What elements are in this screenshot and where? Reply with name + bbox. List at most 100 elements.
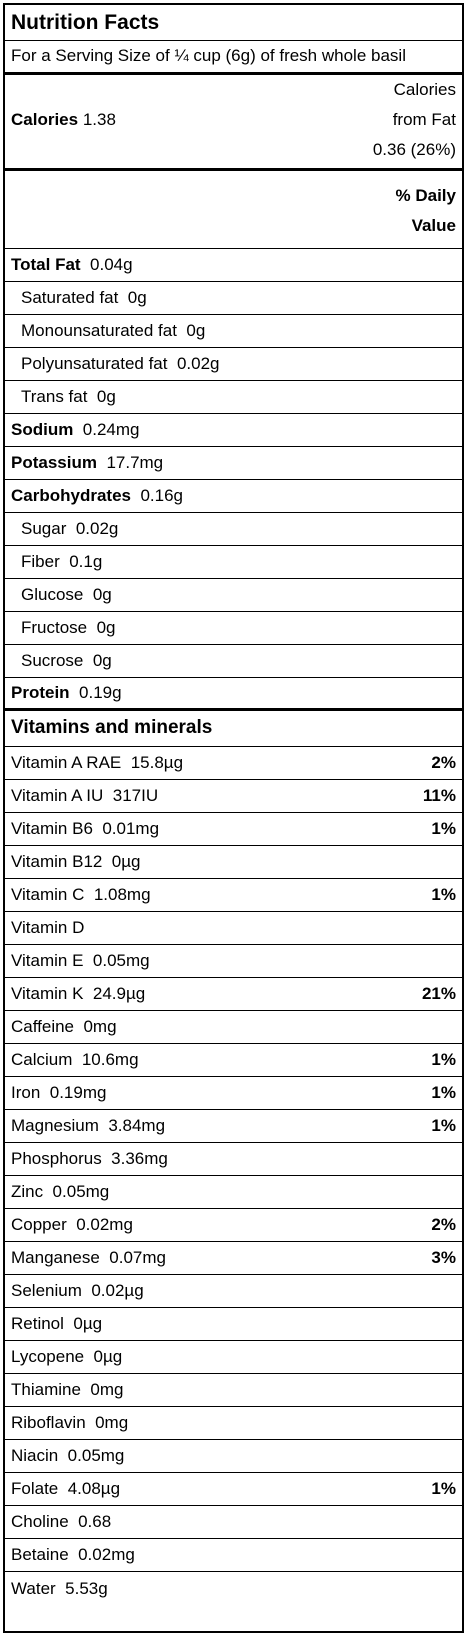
nutrient-row: Trans fat 0g bbox=[5, 381, 462, 414]
vitamin-label: Manganese 0.07mg bbox=[11, 1248, 166, 1267]
daily-value-header: % Daily Value bbox=[5, 171, 462, 249]
nutrient-label: Monounsaturated fat 0g bbox=[21, 321, 205, 341]
vitamin-daily-value: 11% bbox=[422, 786, 456, 805]
macros-list: Total Fat 0.04g Saturated fat 0g Monounsat… bbox=[5, 249, 462, 711]
nutrient-row: Polyunsaturated fat 0.02g bbox=[5, 348, 462, 381]
nutrient-amount: 0.1g bbox=[69, 552, 103, 571]
nutrient-amount: 0g bbox=[92, 651, 112, 670]
vitamin-row: Calcium 10.6mg 1% bbox=[5, 1044, 462, 1077]
calories-from-fat: Calories from Fat 0.36 (26%) bbox=[373, 75, 456, 165]
nutrient-label: Protein 0.19g bbox=[11, 683, 122, 703]
nutrient-name: Polyunsaturated fat bbox=[21, 354, 168, 373]
vitamin-row: Iron 0.19mg 1% bbox=[5, 1077, 462, 1110]
calories-section: Calories 1.38 Calories from Fat 0.36 (26… bbox=[5, 75, 462, 171]
vitamin-daily-value: 1% bbox=[431, 819, 456, 838]
vitamin-label: Betaine 0.02mg bbox=[11, 1545, 135, 1564]
calories-from-fat-line1: Calories bbox=[393, 80, 456, 99]
nutrient-amount: 17.7mg bbox=[106, 453, 164, 472]
vitamin-daily-value: 1% bbox=[431, 885, 456, 904]
nutrient-name: Trans fat bbox=[21, 387, 88, 406]
nutrient-name: Sodium bbox=[11, 420, 74, 439]
vitamin-label: Calcium 10.6mg bbox=[11, 1050, 139, 1069]
vitamin-label: Iron 0.19mg bbox=[11, 1083, 107, 1102]
nutrient-name: Sucrose bbox=[21, 651, 84, 670]
vitamin-row: Vitamin B6 0.01mg 1% bbox=[5, 813, 462, 846]
vitamin-label: Vitamin K 24.9µg bbox=[11, 984, 146, 1003]
vitamin-row: Magnesium 3.84mg 1% bbox=[5, 1110, 462, 1143]
vitamin-daily-value: 1% bbox=[431, 1116, 456, 1135]
vitamin-label: Vitamin D bbox=[11, 918, 85, 937]
vitamin-label: Selenium 0.02µg bbox=[11, 1281, 144, 1300]
vitamin-label: Riboflavin 0mg bbox=[11, 1413, 129, 1432]
vitamin-label: Vitamin A IU 317IU bbox=[11, 786, 159, 805]
vitamin-label: Folate 4.08µg bbox=[11, 1479, 121, 1498]
vitamin-label: Vitamin C 1.08mg bbox=[11, 885, 151, 904]
nutrient-row: Saturated fat 0g bbox=[5, 282, 462, 315]
serving-size: For a Serving Size of ¼ cup (6g) of fres… bbox=[5, 41, 462, 75]
nutrient-label: Sugar 0.02g bbox=[21, 519, 118, 539]
nutrient-row: Carbohydrates 0.16g bbox=[5, 480, 462, 513]
vitamin-label: Lycopene 0µg bbox=[11, 1347, 123, 1366]
nutrient-amount: 0.02g bbox=[75, 519, 119, 538]
nutrient-row: Protein 0.19g bbox=[5, 678, 462, 711]
vitamin-row: Vitamin B12 0µg bbox=[5, 846, 462, 879]
vitamin-label: Thiamine 0mg bbox=[11, 1380, 124, 1399]
nutrient-name: Fructose bbox=[21, 618, 88, 637]
nutrient-amount: 0g bbox=[127, 288, 147, 307]
vitamin-label: Zinc 0.05mg bbox=[11, 1182, 110, 1201]
vitamin-label: Niacin 0.05mg bbox=[11, 1446, 125, 1465]
nutrient-label: Total Fat 0.04g bbox=[11, 255, 133, 275]
vitamin-row: Riboflavin 0mg bbox=[5, 1407, 462, 1440]
nutrient-row: Sucrose 0g bbox=[5, 645, 462, 678]
vitamin-row: Retinol 0µg bbox=[5, 1308, 462, 1341]
daily-value-header-line1: % Daily bbox=[395, 186, 456, 205]
nutrient-row: Sugar 0.02g bbox=[5, 513, 462, 546]
vitamin-label: Vitamin A RAE 15.8µg bbox=[11, 753, 184, 772]
nutrient-amount: 0.19g bbox=[79, 683, 122, 702]
vitamin-row: Manganese 0.07mg 3% bbox=[5, 1242, 462, 1275]
vitamin-daily-value: 1% bbox=[431, 1479, 456, 1498]
nutrient-row: Fiber 0.1g bbox=[5, 546, 462, 579]
vitamin-label: Vitamin E 0.05mg bbox=[11, 951, 150, 970]
daily-value-header-line2: Value bbox=[411, 216, 456, 235]
vitamin-row: Choline 0.68 bbox=[5, 1506, 462, 1539]
vitamin-row: Zinc 0.05mg bbox=[5, 1176, 462, 1209]
vitamin-row: Vitamin C 1.08mg 1% bbox=[5, 879, 462, 912]
vitamin-label: Caffeine 0mg bbox=[11, 1017, 117, 1036]
nutrient-label: Carbohydrates 0.16g bbox=[11, 486, 183, 506]
vitamin-row: Folate 4.08µg 1% bbox=[5, 1473, 462, 1506]
vitamin-row: Vitamin D bbox=[5, 912, 462, 945]
nutrient-label: Sodium 0.24mg bbox=[11, 420, 140, 440]
vitamin-row: Vitamin K 24.9µg 21% bbox=[5, 978, 462, 1011]
calories-total: Calories 1.38 bbox=[11, 75, 116, 165]
nutrient-label: Potassium 17.7mg bbox=[11, 453, 163, 473]
vitamin-label: Water 5.53g bbox=[11, 1578, 108, 1598]
vitamin-row: Vitamin A IU 317IU 11% bbox=[5, 780, 462, 813]
calories-from-fat-line2: from Fat bbox=[392, 110, 456, 129]
vitamin-row: Niacin 0.05mg bbox=[5, 1440, 462, 1473]
vitamin-label: Vitamin B6 0.01mg bbox=[11, 819, 160, 838]
nutrient-label: Fructose 0g bbox=[21, 618, 116, 638]
vitamin-row: Phosphorus 3.36mg bbox=[5, 1143, 462, 1176]
vitamins-list: Vitamin A RAE 15.8µg 2% Vitamin A IU 317IU… bbox=[5, 747, 462, 1605]
nutrient-name: Saturated fat bbox=[21, 288, 119, 307]
calories-label: Calories bbox=[11, 110, 79, 129]
vitamin-label: Magnesium 3.84mg bbox=[11, 1116, 166, 1135]
nutrient-name: Total Fat bbox=[11, 255, 81, 274]
nutrient-name: Fiber bbox=[21, 552, 60, 571]
nutrient-name: Carbohydrates bbox=[11, 486, 131, 505]
vitamin-row: Copper 0.02mg 2% bbox=[5, 1209, 462, 1242]
nutrient-amount: 0g bbox=[96, 387, 116, 406]
nutrient-row: Glucose 0g bbox=[5, 579, 462, 612]
nutrient-amount: 0g bbox=[96, 618, 116, 637]
vitamin-row: Selenium 0.02µg bbox=[5, 1275, 462, 1308]
panel-title: Nutrition Facts bbox=[5, 5, 462, 41]
nutrient-name: Monounsaturated fat bbox=[21, 321, 177, 340]
vitamin-label: Choline 0.68 bbox=[11, 1512, 112, 1531]
nutrient-label: Sucrose 0g bbox=[21, 651, 112, 671]
nutrient-row: Total Fat 0.04g bbox=[5, 249, 462, 282]
vitamin-row: Betaine 0.02mg bbox=[5, 1539, 462, 1572]
nutrient-row: Sodium 0.24mg bbox=[5, 414, 462, 447]
nutrient-name: Potassium bbox=[11, 453, 97, 472]
vitamin-label: Retinol 0µg bbox=[11, 1314, 103, 1333]
